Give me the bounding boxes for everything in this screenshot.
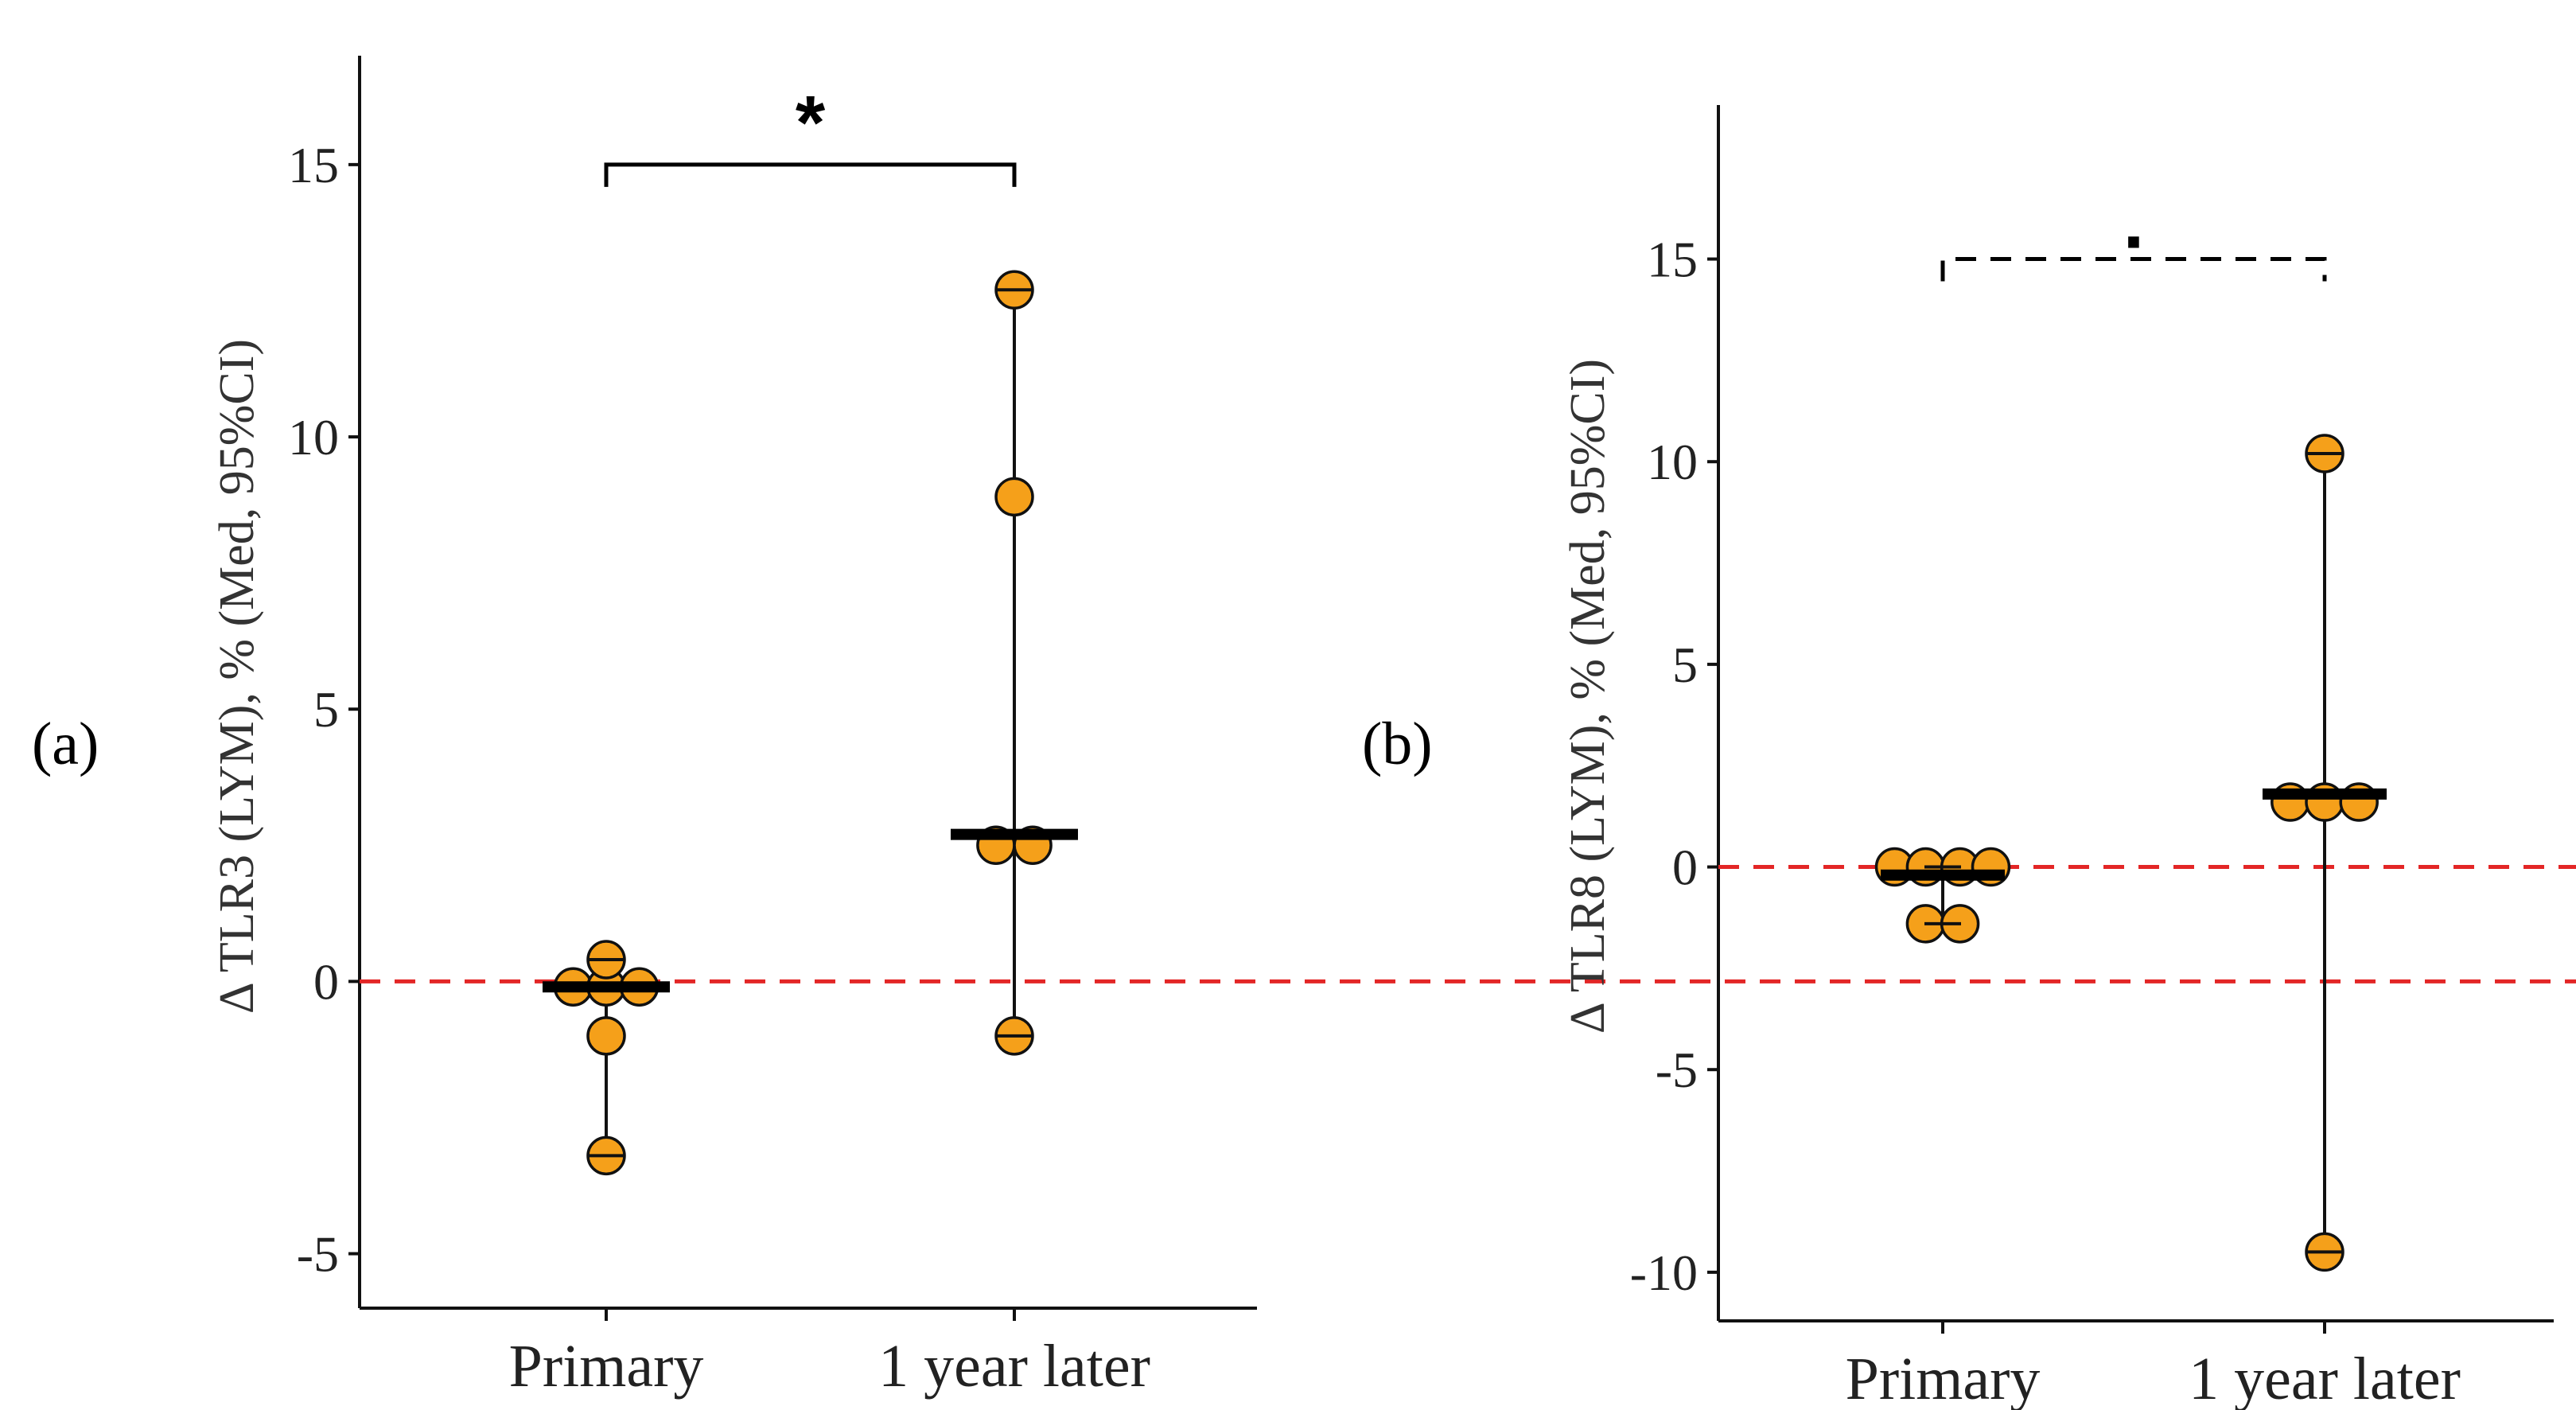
- x-category-label: 1 year later: [2189, 1346, 2461, 1410]
- y-tick-label: 10: [1647, 434, 1698, 490]
- significance-marker: *: [796, 80, 826, 166]
- panel-b: 15 10 5 0 -5 -10 Primary 1 year later Δ TLR8 (LY…: [1362, 105, 2576, 1410]
- x-category-label: 1 year later: [878, 1333, 1150, 1400]
- y-tick-label: -10: [1630, 1244, 1698, 1301]
- significance-marker: .: [2123, 180, 2145, 265]
- y-tick-label: -5: [1656, 1042, 1698, 1098]
- data-point: [586, 1016, 626, 1056]
- significance-bracket: [1940, 257, 2327, 282]
- y-tick-label: 15: [288, 137, 339, 193]
- x-category-label: Primary: [1846, 1346, 2041, 1410]
- panel-label: (b): [1362, 711, 1433, 777]
- x-category-label: Primary: [509, 1333, 704, 1400]
- y-axis-label: Δ TLR8 (LYM), % (Med, 95%CI): [1561, 359, 1615, 1034]
- significance-bracket: [604, 162, 1017, 187]
- y-tick-label: 5: [313, 681, 339, 738]
- y-tick-label: 5: [1672, 637, 1698, 693]
- y-tick-label: 0: [1672, 839, 1698, 896]
- y-tick-label: 15: [1647, 232, 1698, 288]
- panel-label: (a): [32, 711, 99, 777]
- data-point: [994, 477, 1034, 517]
- y-tick-label: 0: [313, 953, 339, 1010]
- y-axis-label: Δ TLR3 (LYM), % (Med, 95%CI): [210, 339, 264, 1014]
- panel-a: 15 10 5 0 -5 Primary 1 year later Δ TLR3 (LYM),…: [32, 56, 2576, 1400]
- y-tick-label: -5: [297, 1226, 339, 1283]
- y-tick-label: 10: [288, 409, 339, 465]
